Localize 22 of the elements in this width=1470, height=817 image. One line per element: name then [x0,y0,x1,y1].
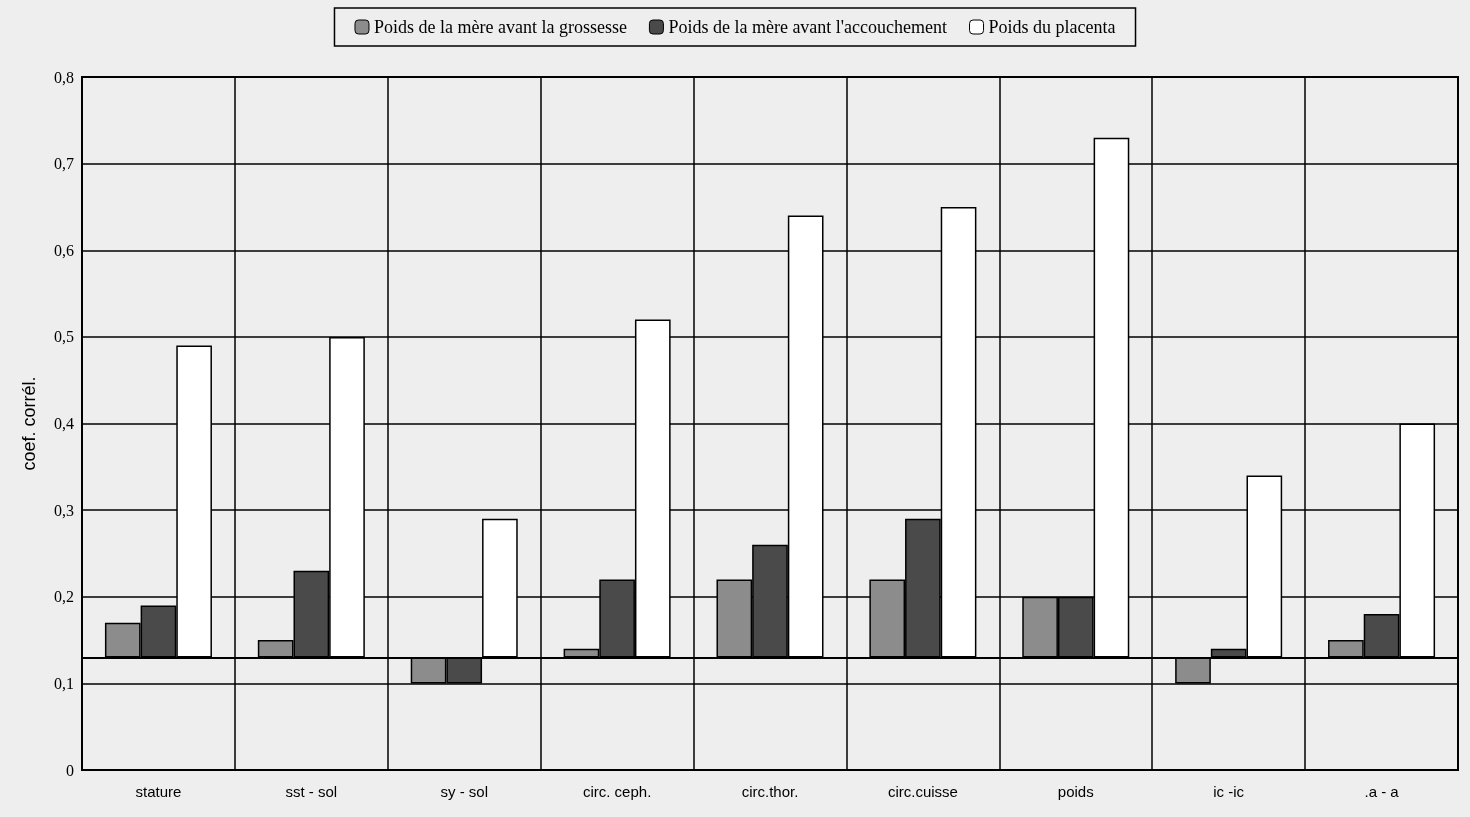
y-tick-label: 0,7 [54,155,74,173]
y-tick-label: 0,3 [54,501,74,519]
x-tick-label: stature [135,783,182,800]
x-tick-label: circ. ceph. [582,783,652,800]
legend-label: Poids de la mère avant la grossesse [373,17,627,37]
x-tick-label: poids [1057,783,1094,800]
legend-label: Poids de la mère avant l'accouchement [668,17,948,37]
x-tick-label: .a - a [1364,783,1400,800]
x-tick-label: sst - sol [285,783,338,800]
x-tick-label: ic -ic [1213,783,1245,800]
y-axis-title: coef. corrél. [19,376,39,471]
y-tick-label: 0,4 [54,415,74,432]
legend-label: Poids du placenta [988,17,1116,37]
y-tick-label: 0,6 [54,241,74,259]
x-tick-label: sy - sol [440,783,488,800]
x-tick-label: circ.thor. [741,783,799,800]
y-tick-label: 0,5 [54,328,74,346]
y-tick-label: 0 [66,761,74,779]
x-tick-label: circ.cuisse [887,783,958,800]
y-tick-label: 0,1 [54,674,74,692]
y-tick-label: 0,2 [54,588,74,606]
y-tick-label: 0,8 [54,68,74,86]
